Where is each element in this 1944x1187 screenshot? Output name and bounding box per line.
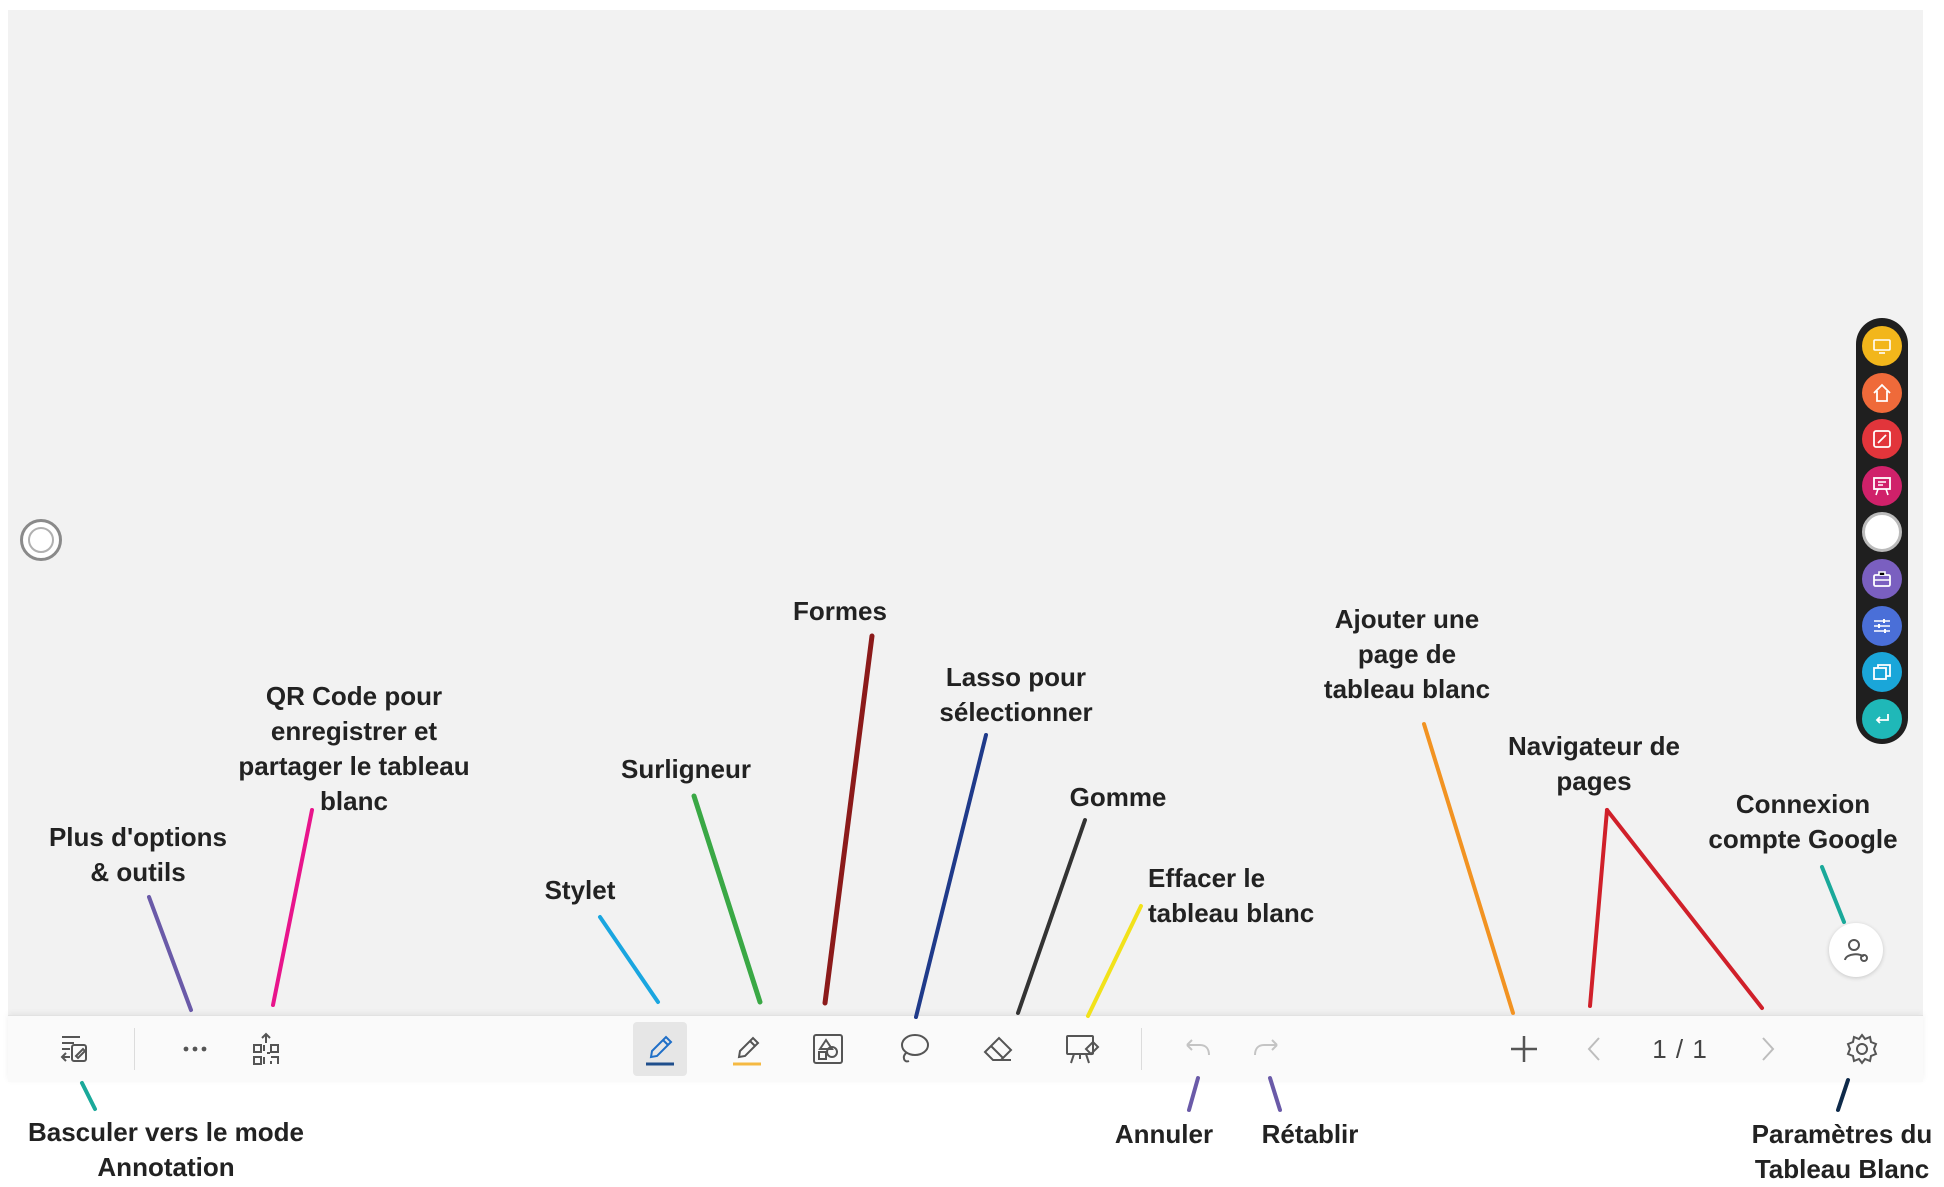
ops-icon xyxy=(1873,339,1891,354)
label-add-page: Ajouter une page de tableau blanc xyxy=(1323,604,1491,704)
leader-annotation-mode xyxy=(80,1081,97,1111)
side-button-windows[interactable] xyxy=(1862,652,1902,693)
clear-board-button[interactable] xyxy=(1055,1022,1109,1076)
label-lasso: Lasso pour sélectionner xyxy=(939,662,1093,727)
highlighter-button[interactable] xyxy=(720,1022,774,1076)
chevron-left-icon xyxy=(1587,1037,1600,1061)
more-dots-icon xyxy=(183,1046,207,1052)
windows-icon xyxy=(1873,664,1891,681)
whiteboard-icon xyxy=(1873,476,1891,496)
leader-undo xyxy=(1187,1076,1200,1112)
redo-button[interactable] xyxy=(1240,1022,1294,1076)
eraser-button[interactable] xyxy=(971,1022,1025,1076)
user-icon xyxy=(1844,939,1868,962)
redo-icon xyxy=(1254,1039,1278,1056)
more-options-button[interactable] xyxy=(168,1022,222,1076)
side-button-home[interactable] xyxy=(1862,372,1902,413)
side-button-whiteboard[interactable] xyxy=(1862,465,1902,506)
whiteboard-canvas[interactable] xyxy=(8,10,1923,1015)
pen-button[interactable] xyxy=(633,1022,687,1076)
touch-circle-icon xyxy=(1870,520,1894,544)
floating-menu-button[interactable] xyxy=(20,519,62,561)
qr-code-share-button[interactable] xyxy=(239,1022,293,1076)
toolbar-separator xyxy=(1141,1028,1142,1070)
shapes-button[interactable] xyxy=(801,1022,855,1076)
annotate-icon xyxy=(1873,430,1891,449)
eraser-icon xyxy=(983,1036,1013,1061)
label-qr-code: QR Code pour enregistrer et partager le t… xyxy=(238,681,470,816)
label-eraser: Gomme xyxy=(1069,782,1167,812)
page-indicator: 1 / 1 xyxy=(1652,1033,1708,1064)
annotation-mode-icon xyxy=(60,1036,87,1062)
label-settings: Paramètres du Tableau Blanc xyxy=(1751,1119,1933,1184)
google-account-button[interactable] xyxy=(1829,923,1883,977)
side-button-return[interactable] xyxy=(1862,698,1902,739)
label-page-navigator: Navigateur de pages xyxy=(1508,731,1680,796)
highlighter-icon xyxy=(733,1036,761,1066)
side-button-sliders[interactable] xyxy=(1862,605,1902,646)
label-highlighter: Surligneur xyxy=(620,754,751,784)
label-shapes: Formes xyxy=(793,596,887,626)
leader-settings xyxy=(1836,1078,1850,1112)
label-annotation-mode: Basculer vers le mode Annotation xyxy=(27,1117,305,1182)
settings-button[interactable] xyxy=(1835,1022,1889,1076)
home-icon xyxy=(1873,383,1891,402)
add-page-button[interactable] xyxy=(1497,1022,1551,1076)
gear-icon xyxy=(1846,1033,1878,1065)
lasso-icon xyxy=(901,1034,929,1063)
undo-button[interactable] xyxy=(1170,1022,1224,1076)
undo-icon xyxy=(1186,1039,1210,1056)
pen-icon xyxy=(646,1035,674,1066)
shapes-icon xyxy=(813,1034,843,1064)
bottom-toolbar xyxy=(8,1015,1923,1082)
plus-icon xyxy=(1511,1036,1537,1062)
toolbar-separator xyxy=(134,1028,135,1070)
side-button-touch-circle[interactable] xyxy=(1862,512,1902,553)
lasso-button[interactable] xyxy=(887,1022,941,1076)
label-redo: Rétablir xyxy=(1261,1119,1359,1149)
toolbox-icon xyxy=(1873,571,1891,587)
label-pen: Stylet xyxy=(544,875,616,905)
side-button-annotate[interactable] xyxy=(1862,419,1902,460)
annotation-mode-button[interactable] xyxy=(47,1022,101,1076)
label-undo: Annuler xyxy=(1114,1119,1214,1149)
chevron-right-icon xyxy=(1762,1037,1775,1061)
leader-redo xyxy=(1268,1076,1282,1112)
side-button-ops[interactable] xyxy=(1862,326,1902,366)
return-icon xyxy=(1875,713,1889,724)
qr-share-icon xyxy=(253,1032,279,1065)
sliders-icon xyxy=(1874,618,1890,633)
previous-page-button[interactable] xyxy=(1568,1022,1622,1076)
side-button-toolbox[interactable] xyxy=(1862,559,1902,599)
label-more-options: Plus d'options & outils xyxy=(48,822,228,887)
label-clear: Effacer le tableau blanc xyxy=(1148,863,1315,928)
label-google-login: Connexion compte Google xyxy=(1708,789,1898,854)
clear-board-icon xyxy=(1066,1035,1100,1064)
next-page-button[interactable] xyxy=(1740,1022,1794,1076)
